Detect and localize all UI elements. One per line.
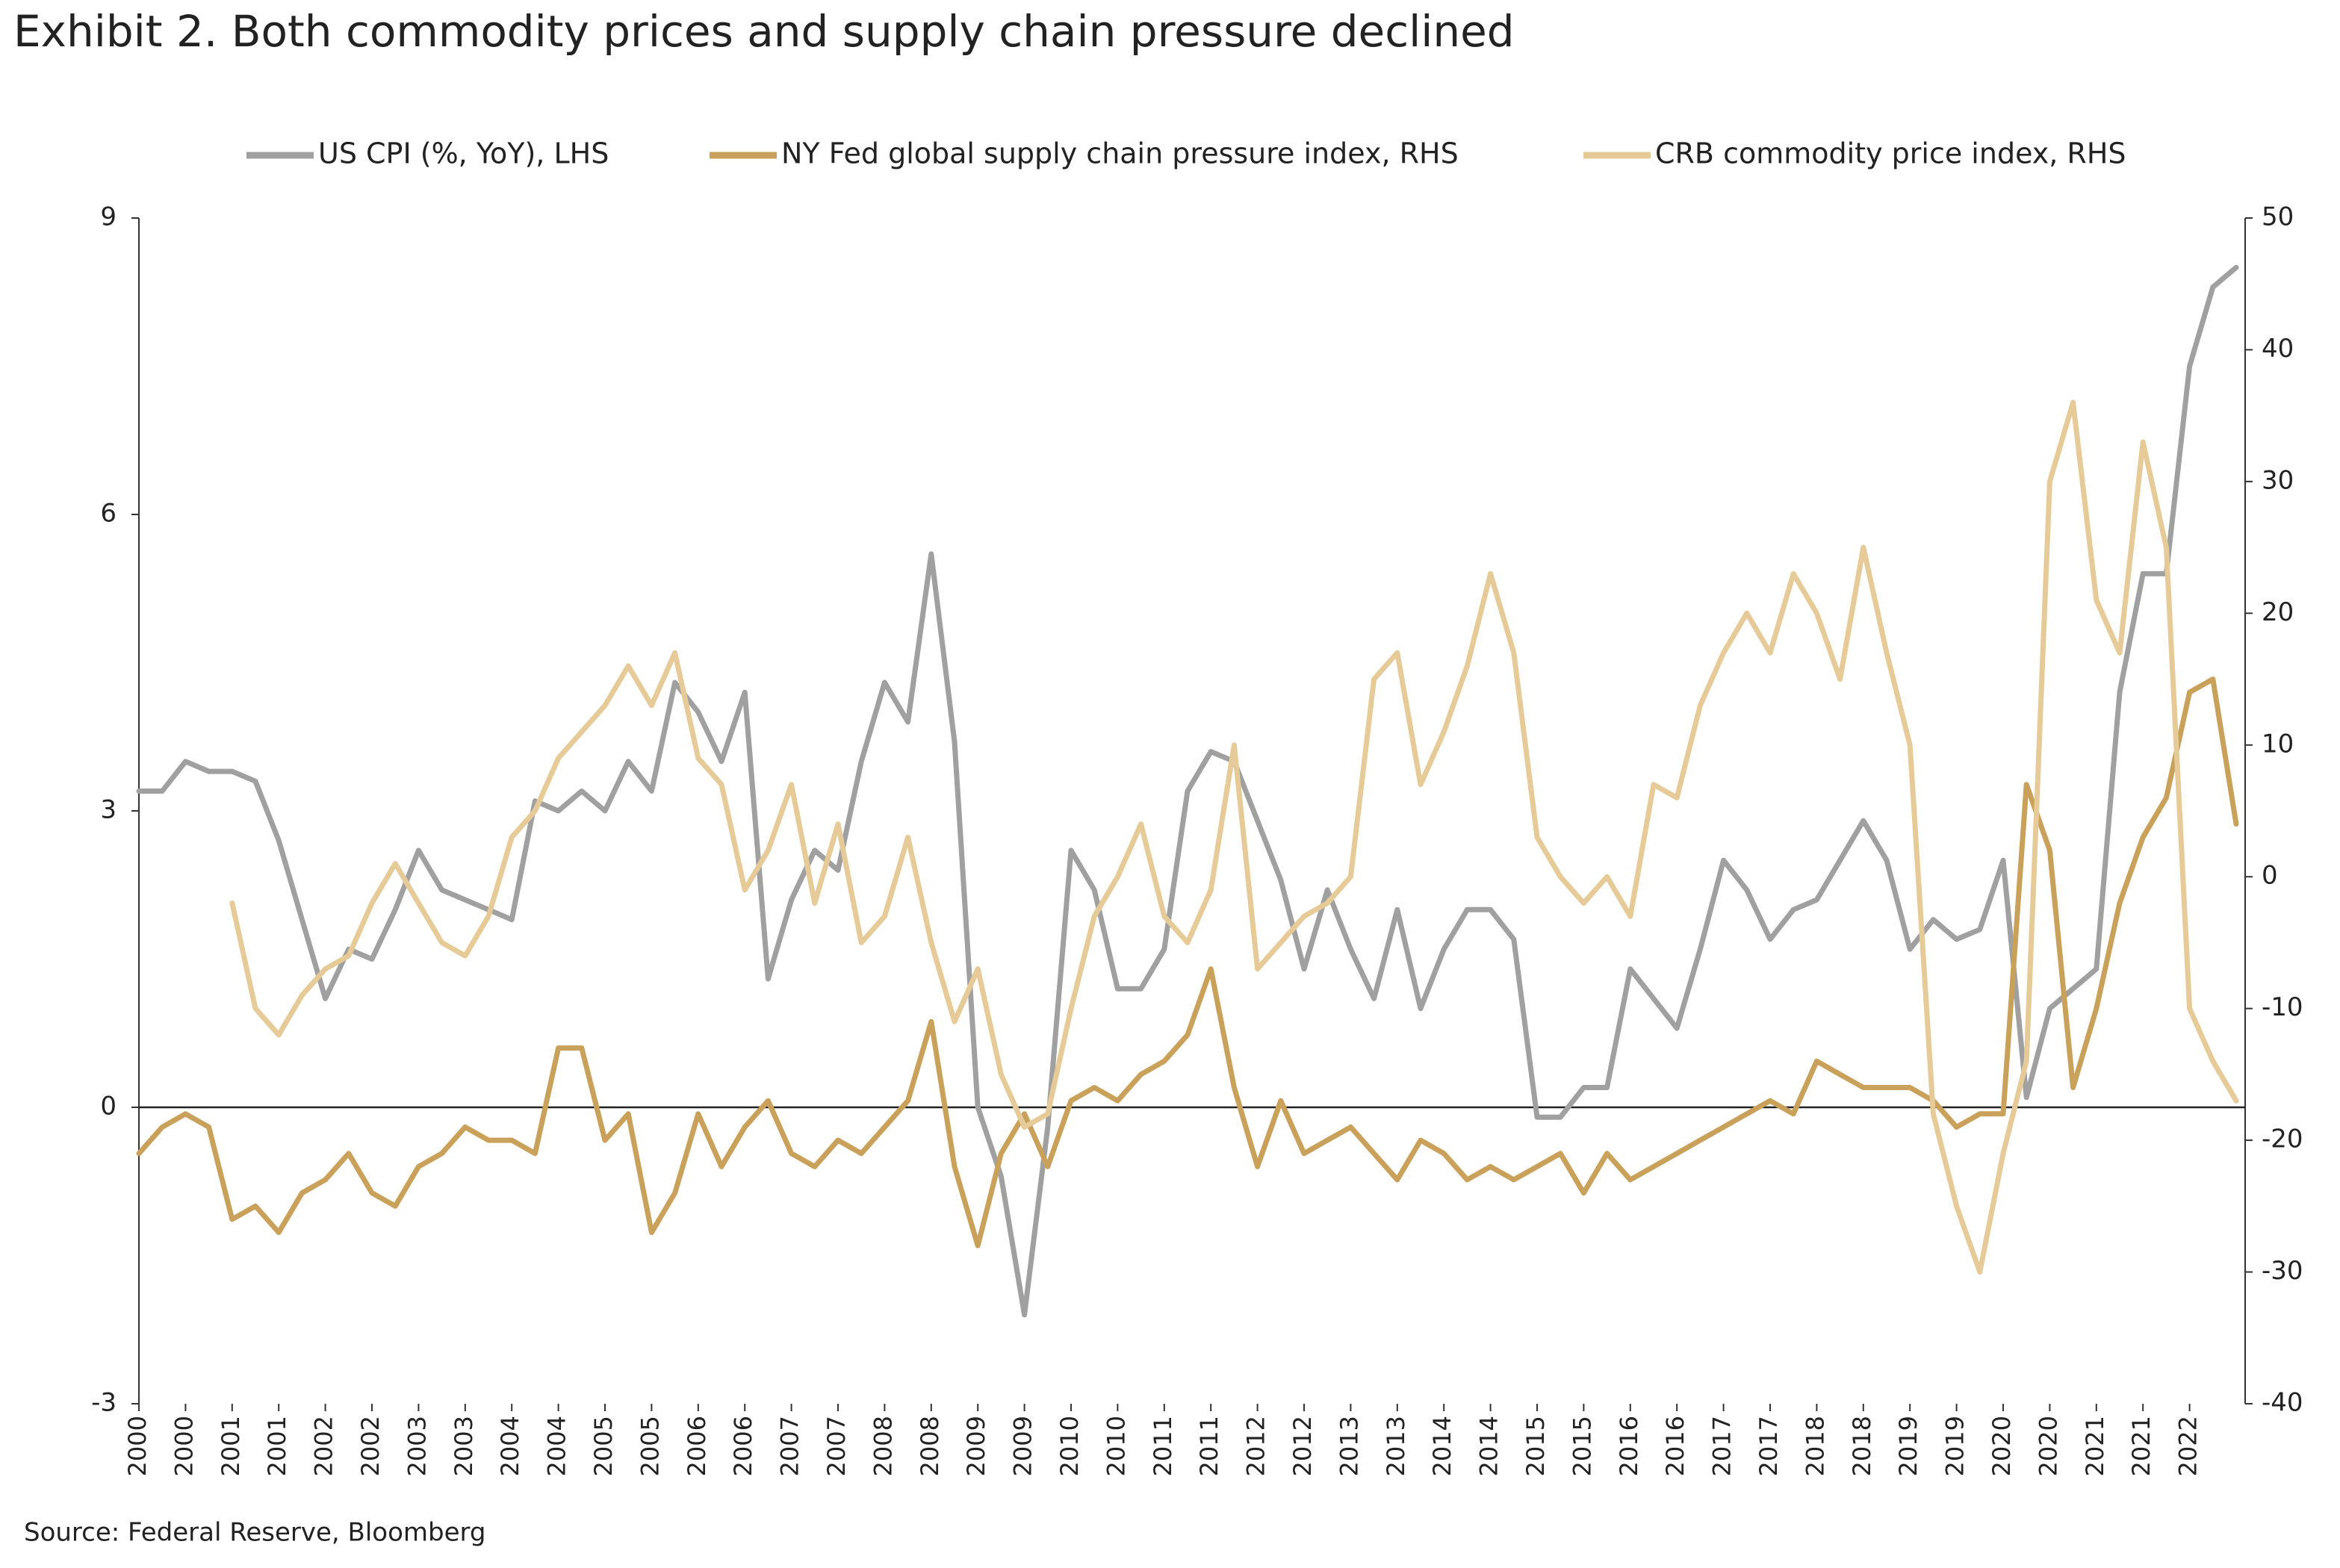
x-tick-label: 2022 — [2174, 1416, 2203, 1476]
legend-label: US CPI (%, YoY), LHS — [318, 137, 609, 170]
x-tick-label: 2011 — [1195, 1416, 1223, 1476]
y2-tick-label: 40 — [2262, 334, 2294, 364]
x-tick-label: 2021 — [2127, 1416, 2156, 1476]
x-tick-label: 2004 — [543, 1416, 571, 1476]
x-tick-label: 2018 — [1801, 1416, 1829, 1476]
x-tick-label: 2005 — [636, 1416, 664, 1476]
x-tick-label: 2007 — [822, 1416, 851, 1476]
y-tick-label: 9 — [100, 202, 117, 232]
y2-tick-label: 30 — [2262, 465, 2294, 495]
x-tick-label: 2002 — [310, 1416, 338, 1476]
series-line — [229, 399, 2239, 1275]
legend-label: CRB commodity price index, RHS — [1655, 137, 2126, 170]
x-tick-label: 2008 — [916, 1416, 944, 1476]
x-tick-label: 2009 — [962, 1416, 990, 1476]
x-tick-label: 2000 — [123, 1416, 152, 1476]
chart-title: Exhibit 2. Both commodity prices and sup… — [13, 6, 1515, 57]
x-tick-label: 2007 — [776, 1416, 804, 1476]
legend-label: NY Fed global supply chain pressure inde… — [781, 137, 1459, 170]
x-tick-label: 2010 — [1102, 1416, 1130, 1476]
x-tick-label: 2019 — [1894, 1416, 1922, 1476]
x-tick-label: 2000 — [170, 1416, 198, 1476]
source-note: Source: Federal Reserve, Bloomberg — [24, 1518, 485, 1548]
y2-tick-label: -40 — [2262, 1388, 2303, 1418]
y2-tick-label: 10 — [2262, 729, 2294, 759]
x-tick-label: 2015 — [1568, 1416, 1596, 1476]
x-tick-label: 2021 — [2081, 1416, 2109, 1476]
x-tick-label: 2013 — [1382, 1416, 1410, 1476]
x-tick-label: 2005 — [589, 1416, 618, 1476]
x-tick-label: 2012 — [1288, 1416, 1317, 1476]
y2-tick-label: -30 — [2262, 1256, 2303, 1286]
y2-tick-label: 20 — [2262, 597, 2294, 627]
x-tick-label: 2009 — [1009, 1416, 1037, 1476]
x-tick-label: 2019 — [1941, 1416, 1970, 1476]
y-tick-label: -3 — [91, 1388, 117, 1418]
x-tick-label: 2017 — [1754, 1416, 1783, 1476]
x-tick-label: 2012 — [1242, 1416, 1270, 1476]
x-tick-label: 2001 — [217, 1416, 245, 1476]
x-tick-label: 2017 — [1708, 1416, 1737, 1476]
series-line — [136, 676, 2239, 1248]
y-tick-label: 3 — [100, 795, 117, 825]
x-tick-label: 2020 — [2034, 1416, 2062, 1476]
y2-tick-label: 50 — [2262, 202, 2294, 232]
series-line — [136, 264, 2239, 1318]
x-tick-label: 2006 — [729, 1416, 757, 1476]
x-tick-label: 2010 — [1055, 1416, 1084, 1476]
x-tick-label: 2014 — [1428, 1416, 1456, 1476]
x-tick-label: 2016 — [1615, 1416, 1643, 1476]
x-tick-label: 2003 — [450, 1416, 478, 1476]
y-tick-label: 6 — [100, 499, 117, 529]
x-tick-label: 2003 — [403, 1416, 431, 1476]
y2-tick-label: -20 — [2262, 1124, 2303, 1154]
y2-tick-label: 0 — [2262, 861, 2278, 891]
x-tick-label: 2006 — [683, 1416, 711, 1476]
x-tick-label: 2001 — [263, 1416, 291, 1476]
x-tick-label: 2008 — [869, 1416, 897, 1476]
x-tick-label: 2018 — [1848, 1416, 1876, 1476]
x-tick-label: 2014 — [1475, 1416, 1503, 1476]
x-tick-label: 2011 — [1149, 1416, 1177, 1476]
x-tick-label: 2004 — [496, 1416, 524, 1476]
x-tick-label: 2020 — [1987, 1416, 2016, 1476]
x-tick-label: 2015 — [1521, 1416, 1550, 1476]
x-tick-label: 2002 — [356, 1416, 385, 1476]
x-tick-label: 2013 — [1335, 1416, 1363, 1476]
y2-tick-label: -10 — [2262, 992, 2303, 1022]
y-tick-label: 0 — [100, 1092, 117, 1121]
x-tick-label: 2016 — [1661, 1416, 1689, 1476]
